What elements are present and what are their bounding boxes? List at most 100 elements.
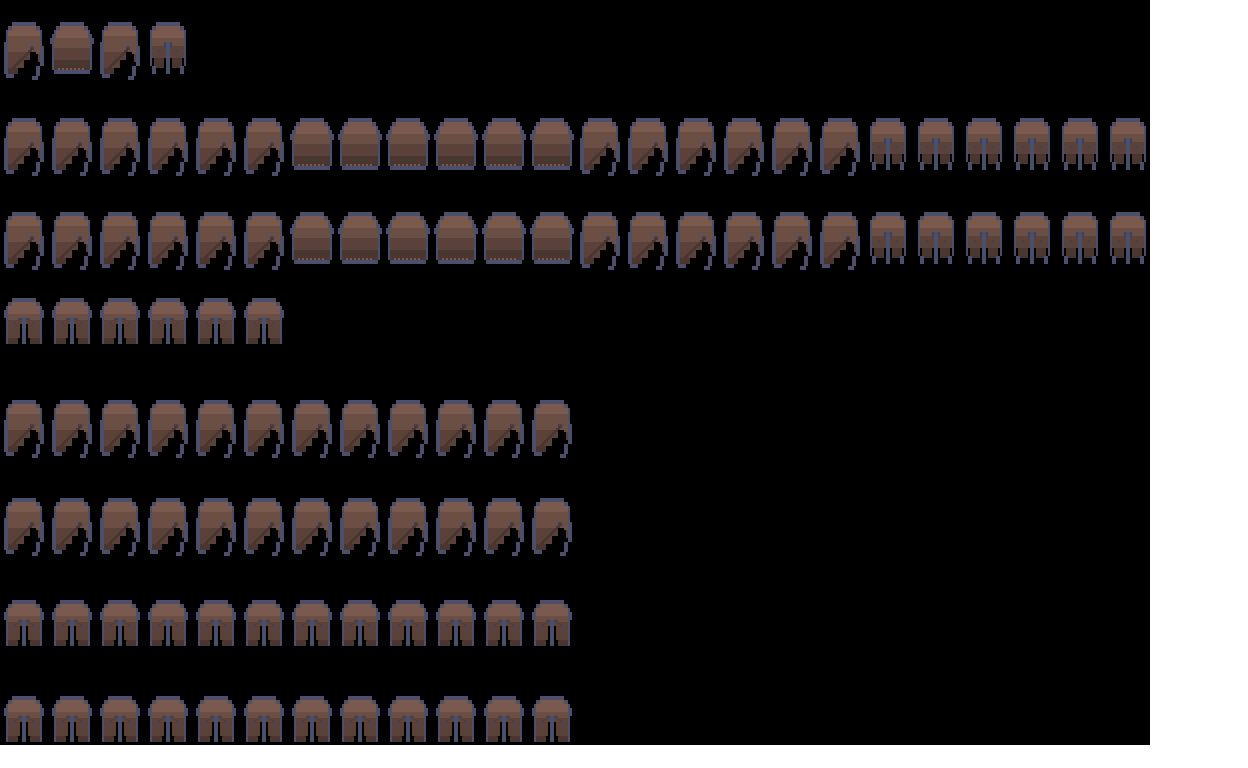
body-sprite[interactable] (384, 212, 432, 270)
squat-sprite[interactable] (384, 694, 432, 744)
hood-sprite[interactable] (720, 212, 768, 270)
hood-sprite[interactable] (528, 498, 576, 556)
squat-sprite[interactable] (48, 598, 96, 648)
squat-sprite[interactable] (240, 598, 288, 648)
hood-sprite[interactable] (0, 118, 48, 176)
hood-sprite[interactable] (768, 118, 816, 176)
hood-sprite[interactable] (96, 212, 144, 270)
hood-sprite[interactable] (48, 212, 96, 270)
hood-sprite[interactable] (192, 212, 240, 270)
hood-sprite[interactable] (0, 400, 48, 458)
hood-sprite[interactable] (96, 22, 144, 80)
hood-sprite[interactable] (288, 400, 336, 458)
hood-sprite[interactable] (336, 400, 384, 458)
body-sprite[interactable] (432, 212, 480, 270)
notch-sprite[interactable] (1008, 212, 1056, 270)
notch-sprite[interactable] (1008, 118, 1056, 176)
hood-sprite[interactable] (720, 118, 768, 176)
sprite-row[interactable] (0, 212, 1152, 270)
squat-sprite[interactable] (480, 598, 528, 648)
body-sprite[interactable] (480, 118, 528, 176)
squat-sprite[interactable] (240, 296, 288, 346)
body-sprite[interactable] (288, 212, 336, 270)
sprite-row[interactable] (0, 498, 576, 556)
hood-sprite[interactable] (48, 118, 96, 176)
notch-sprite[interactable] (960, 118, 1008, 176)
sprite-row[interactable] (0, 598, 576, 648)
sprite-row[interactable] (0, 400, 576, 458)
hood-sprite[interactable] (144, 498, 192, 556)
hood-sprite[interactable] (816, 118, 864, 176)
sprite-canvas-panel[interactable] (0, 0, 1150, 745)
body-sprite[interactable] (336, 212, 384, 270)
hood-sprite[interactable] (240, 212, 288, 270)
notch-sprite[interactable] (1104, 118, 1152, 176)
hood-sprite[interactable] (528, 400, 576, 458)
hood-sprite[interactable] (192, 498, 240, 556)
body-sprite[interactable] (384, 118, 432, 176)
squat-sprite[interactable] (96, 296, 144, 346)
body-sprite[interactable] (528, 212, 576, 270)
squat-sprite[interactable] (288, 694, 336, 744)
squat-sprite[interactable] (0, 296, 48, 346)
squat-sprite[interactable] (144, 296, 192, 346)
notch-sprite[interactable] (864, 118, 912, 176)
squat-sprite[interactable] (528, 694, 576, 744)
hood-sprite[interactable] (144, 118, 192, 176)
hood-sprite[interactable] (0, 212, 48, 270)
squat-sprite[interactable] (0, 598, 48, 648)
squat-sprite[interactable] (96, 598, 144, 648)
sprite-row[interactable] (0, 694, 576, 744)
squat-sprite[interactable] (432, 598, 480, 648)
notch-sprite[interactable] (144, 22, 192, 80)
hood-sprite[interactable] (0, 22, 48, 80)
squat-sprite[interactable] (0, 694, 48, 744)
hood-sprite[interactable] (144, 212, 192, 270)
squat-sprite[interactable] (192, 598, 240, 648)
hood-sprite[interactable] (144, 400, 192, 458)
hood-sprite[interactable] (576, 212, 624, 270)
body-sprite[interactable] (288, 118, 336, 176)
hood-sprite[interactable] (192, 118, 240, 176)
body-sprite[interactable] (528, 118, 576, 176)
hood-sprite[interactable] (624, 212, 672, 270)
hood-sprite[interactable] (816, 212, 864, 270)
squat-sprite[interactable] (528, 598, 576, 648)
squat-sprite[interactable] (288, 598, 336, 648)
hood-sprite[interactable] (384, 498, 432, 556)
hood-sprite[interactable] (192, 400, 240, 458)
hood-sprite[interactable] (48, 400, 96, 458)
body-sprite[interactable] (480, 212, 528, 270)
body-sprite[interactable] (432, 118, 480, 176)
body-sprite[interactable] (48, 22, 96, 80)
notch-sprite[interactable] (1056, 212, 1104, 270)
squat-sprite[interactable] (144, 598, 192, 648)
hood-sprite[interactable] (240, 118, 288, 176)
squat-sprite[interactable] (432, 694, 480, 744)
squat-sprite[interactable] (48, 694, 96, 744)
hood-sprite[interactable] (384, 400, 432, 458)
notch-sprite[interactable] (1104, 212, 1152, 270)
hood-sprite[interactable] (96, 400, 144, 458)
hood-sprite[interactable] (768, 212, 816, 270)
squat-sprite[interactable] (240, 694, 288, 744)
squat-sprite[interactable] (96, 694, 144, 744)
hood-sprite[interactable] (480, 498, 528, 556)
squat-sprite[interactable] (192, 694, 240, 744)
squat-sprite[interactable] (336, 598, 384, 648)
hood-sprite[interactable] (576, 118, 624, 176)
hood-sprite[interactable] (336, 498, 384, 556)
sprite-row[interactable] (0, 22, 192, 80)
squat-sprite[interactable] (336, 694, 384, 744)
hood-sprite[interactable] (672, 118, 720, 176)
notch-sprite[interactable] (864, 212, 912, 270)
squat-sprite[interactable] (144, 694, 192, 744)
squat-sprite[interactable] (384, 598, 432, 648)
notch-sprite[interactable] (912, 212, 960, 270)
hood-sprite[interactable] (240, 498, 288, 556)
hood-sprite[interactable] (288, 498, 336, 556)
hood-sprite[interactable] (672, 212, 720, 270)
squat-sprite[interactable] (192, 296, 240, 346)
notch-sprite[interactable] (1056, 118, 1104, 176)
hood-sprite[interactable] (96, 498, 144, 556)
